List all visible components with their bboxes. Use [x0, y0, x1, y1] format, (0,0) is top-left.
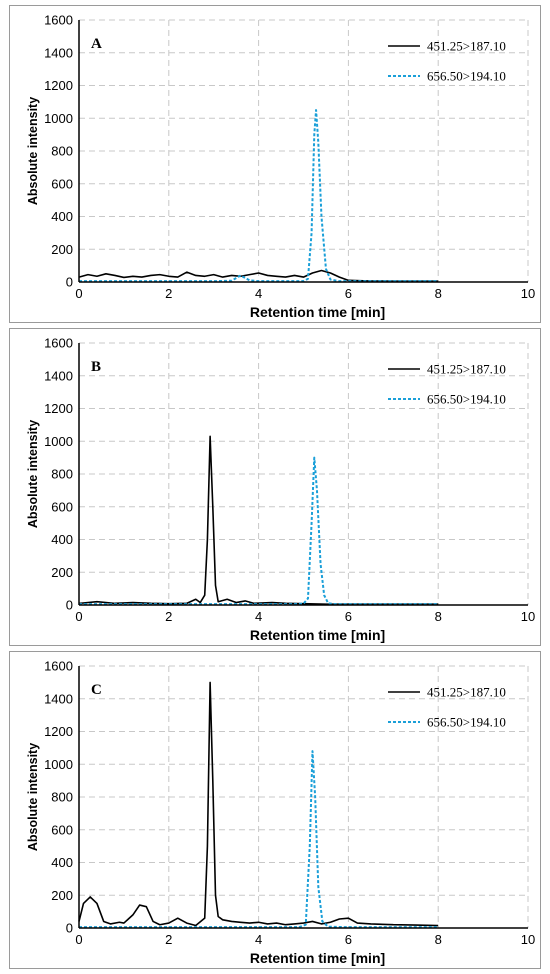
chart-2-x-tick-label: 0: [75, 932, 82, 947]
chart-2-y-axis-title: Absolute intensity: [26, 743, 40, 851]
chart-0-y-tick-label: 200: [51, 242, 73, 257]
chart-1-x-tick-label: 6: [345, 609, 352, 624]
chart-1-x-tick-label: 2: [165, 609, 172, 624]
chart-2-y-tick-label: 800: [51, 790, 73, 805]
chart-2-legend-label-0: 451.25>187.10: [427, 685, 506, 700]
chart-0-x-tick-label: 8: [435, 286, 442, 301]
chart-2-x-tick-label: 8: [435, 932, 442, 947]
chart-0-x-tick-label: 0: [75, 286, 82, 301]
chart-0-y-tick-label: 1600: [44, 13, 73, 28]
chart-0-x-tick-label: 2: [165, 286, 172, 301]
chart-2-y-tick-label: 1000: [44, 757, 73, 772]
chart-2-x-tick-label: 6: [345, 932, 352, 947]
chart-2-series-line-0: [78, 681, 439, 927]
chart-0-x-axis-title: Retention time [min]: [250, 304, 385, 320]
chart-1-x-axis-title: Retention time [min]: [250, 627, 385, 643]
chart-panel-a: 0 200 400 600 800 1000 1200 1400 1600 0 2 4 6 8 10 Rete…: [9, 5, 541, 323]
chart-1-legend: 451.25>187.10 656.50>194.10: [388, 362, 506, 407]
chart-svg-c: 0 200 400 600 800 1000 1200 1400 1600 0 2 4 6 8 10 Rete…: [26, 659, 535, 967]
chart-1-legend-label-1: 656.50>194.10: [427, 392, 506, 407]
chart-0-legend-label-1: 656.50>194.10: [427, 69, 506, 84]
chart-1-series-line-0: [78, 435, 439, 605]
chart-2-y-tick-label: 200: [51, 888, 73, 903]
chart-0-legend: 451.25>187.10 656.50>194.10: [388, 39, 506, 84]
chart-0-grid: [79, 19, 529, 282]
chart-0-y-tick-label: 1200: [44, 78, 73, 93]
chart-1-grid: [79, 342, 529, 605]
chart-2-x-tick-label: 4: [255, 932, 262, 947]
chart-svg-a: 0 200 400 600 800 1000 1200 1400 1600 0 2 4 6 8 10 Rete…: [26, 13, 535, 321]
chart-2-y-tick-label: 1400: [44, 691, 73, 706]
chart-1-x-tick-label: 10: [521, 609, 535, 624]
chart-0-y-tick-label: 0: [66, 275, 73, 290]
chart-2-panel-label: C: [91, 682, 102, 698]
chart-2-x-tick-label: 10: [521, 932, 535, 947]
chart-0-y-axis-title: Absolute intensity: [26, 97, 40, 205]
chart-2-x-axis-title: Retention time [min]: [250, 950, 385, 966]
chart-0-y-tick-label: 600: [51, 176, 73, 191]
chart-0-x-tick-label: 10: [521, 286, 535, 301]
chart-1-x-tick-label: 8: [435, 609, 442, 624]
chart-1-y-tick-label: 0: [66, 598, 73, 613]
chart-0-series-line-0: [78, 269, 439, 282]
chart-0-x-tick-label: 6: [345, 286, 352, 301]
chart-2-series-line-1: [79, 750, 439, 929]
chart-2-legend: 451.25>187.10 656.50>194.10: [388, 685, 506, 730]
chart-1-legend-label-0: 451.25>187.10: [427, 362, 506, 377]
chart-2-y-tick-label: 0: [66, 921, 73, 936]
chart-1-x-tick-label: 4: [255, 609, 262, 624]
chart-2-y-tick-label: 400: [51, 855, 73, 870]
chart-2-y-tick-label: 1200: [44, 724, 73, 739]
chart-svg-b: 0 200 400 600 800 1000 1200 1400 1600 0 2 4 6 8 10 Rete…: [26, 336, 535, 644]
chart-0-x-tick-label: 4: [255, 286, 262, 301]
chart-2-y-tick-label: 600: [51, 822, 73, 837]
chart-1-y-tick-label: 600: [51, 499, 73, 514]
chart-0-y-tick-label: 800: [51, 144, 73, 159]
chart-1-y-tick-label: 1000: [44, 434, 73, 449]
chart-panel-c: 0 200 400 600 800 1000 1200 1400 1600 0 2 4 6 8 10 Rete…: [9, 651, 541, 969]
chart-1-y-tick-label: 200: [51, 565, 73, 580]
chart-2-grid: [79, 665, 529, 928]
chart-1-y-tick-label: 1200: [44, 401, 73, 416]
chart-0-y-tick-label: 400: [51, 209, 73, 224]
chart-2-legend-label-1: 656.50>194.10: [427, 715, 506, 730]
chart-1-y-tick-label: 1400: [44, 368, 73, 383]
chart-2-x-tick-label: 2: [165, 932, 172, 947]
chart-1-y-tick-label: 400: [51, 532, 73, 547]
chart-1-y-tick-label: 1600: [44, 336, 73, 351]
chart-1-series-line-1: [79, 456, 439, 606]
chart-0-y-tick-label: 1000: [44, 111, 73, 126]
chart-1-panel-label: B: [91, 359, 101, 375]
chart-0-legend-label-0: 451.25>187.10: [427, 39, 506, 54]
chart-1-y-tick-label: 800: [51, 467, 73, 482]
chart-0-series-line-1: [79, 109, 439, 283]
chart-1-x-tick-label: 0: [75, 609, 82, 624]
chart-panel-b: 0 200 400 600 800 1000 1200 1400 1600 0 2 4 6 8 10 Rete…: [9, 328, 541, 646]
chart-1-y-axis-title: Absolute intensity: [26, 420, 40, 528]
chart-0-y-tick-label: 1400: [44, 45, 73, 60]
chart-2-y-tick-label: 1600: [44, 659, 73, 674]
chart-0-panel-label: A: [91, 36, 102, 52]
